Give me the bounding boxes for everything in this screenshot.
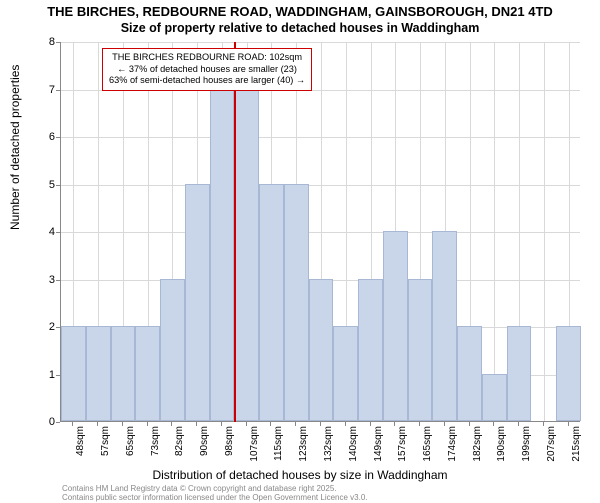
xtick-label: 73sqm (150, 426, 161, 466)
histogram-bar (234, 89, 259, 422)
histogram-bar (556, 326, 581, 421)
xtick-mark (394, 422, 395, 426)
xtick-mark (345, 422, 346, 426)
xtick-label: 115sqm (273, 426, 284, 466)
histogram-bar (210, 89, 235, 422)
xtick-mark (246, 422, 247, 426)
xtick-label: 65sqm (125, 426, 136, 466)
x-axis-label: Distribution of detached houses by size … (0, 468, 600, 482)
xtick-label: 182sqm (472, 426, 483, 466)
chart-title-line2: Size of property relative to detached ho… (0, 21, 600, 35)
plot-area (60, 42, 580, 422)
xtick-label: 149sqm (373, 426, 384, 466)
gridline-v (494, 42, 495, 421)
xtick-mark (221, 422, 222, 426)
histogram-bar (457, 326, 482, 421)
ytick-mark (56, 42, 60, 43)
xtick-mark (270, 422, 271, 426)
ytick-label: 0 (25, 416, 55, 428)
xtick-mark (493, 422, 494, 426)
xtick-mark (419, 422, 420, 426)
histogram-bar (259, 184, 284, 422)
ytick-label: 5 (25, 179, 55, 191)
xtick-mark (320, 422, 321, 426)
y-axis-label: Number of detached properties (8, 65, 22, 230)
histogram-bar (507, 326, 532, 421)
xtick-mark (518, 422, 519, 426)
ytick-label: 2 (25, 321, 55, 333)
xtick-mark (469, 422, 470, 426)
xtick-label: 207sqm (546, 426, 557, 466)
histogram-bar (135, 326, 160, 421)
ytick-mark (56, 137, 60, 138)
ytick-label: 4 (25, 226, 55, 238)
histogram-bar (160, 279, 185, 422)
xtick-label: 157sqm (397, 426, 408, 466)
xtick-label: 107sqm (249, 426, 260, 466)
xtick-mark (295, 422, 296, 426)
annotation-line1: THE BIRCHES REDBOURNE ROAD: 102sqm (109, 52, 305, 64)
marker-line (234, 42, 236, 422)
histogram-bar (284, 184, 309, 422)
xtick-mark (196, 422, 197, 426)
xtick-mark (543, 422, 544, 426)
histogram-bar (482, 374, 507, 422)
ytick-label: 1 (25, 369, 55, 381)
xtick-label: 215sqm (571, 426, 582, 466)
xtick-mark (147, 422, 148, 426)
ytick-mark (56, 90, 60, 91)
xtick-mark (171, 422, 172, 426)
ytick-label: 3 (25, 274, 55, 286)
ytick-label: 6 (25, 131, 55, 143)
xtick-label: 132sqm (323, 426, 334, 466)
histogram-bar (309, 279, 334, 422)
xtick-mark (370, 422, 371, 426)
xtick-label: 190sqm (496, 426, 507, 466)
chart-title-line1: THE BIRCHES, REDBOURNE ROAD, WADDINGHAM,… (0, 4, 600, 19)
xtick-label: 140sqm (348, 426, 359, 466)
ytick-label: 7 (25, 84, 55, 96)
xtick-mark (444, 422, 445, 426)
ytick-mark (56, 232, 60, 233)
histogram-bar (432, 231, 457, 421)
histogram-bar (408, 279, 433, 422)
xtick-label: 98sqm (224, 426, 235, 466)
xtick-label: 174sqm (447, 426, 458, 466)
histogram-bar (185, 184, 210, 422)
xtick-mark (568, 422, 569, 426)
histogram-bar (333, 326, 358, 421)
xtick-mark (122, 422, 123, 426)
ytick-mark (56, 185, 60, 186)
ytick-label: 8 (25, 36, 55, 48)
histogram-bar (61, 326, 86, 421)
xtick-label: 165sqm (422, 426, 433, 466)
ytick-mark (56, 375, 60, 376)
footer-line2: Contains public sector information licen… (62, 494, 368, 503)
histogram-bar (383, 231, 408, 421)
xtick-label: 57sqm (100, 426, 111, 466)
xtick-label: 82sqm (174, 426, 185, 466)
annotation-line3: 63% of semi-detached houses are larger (… (109, 75, 305, 87)
xtick-mark (97, 422, 98, 426)
histogram-bar (86, 326, 111, 421)
ytick-mark (56, 280, 60, 281)
gridline-v (544, 42, 545, 421)
xtick-label: 90sqm (199, 426, 210, 466)
annotation-box: THE BIRCHES REDBOURNE ROAD: 102sqm← 37% … (102, 48, 312, 91)
xtick-label: 48sqm (75, 426, 86, 466)
xtick-label: 123sqm (298, 426, 309, 466)
histogram-bar (358, 279, 383, 422)
xtick-label: 199sqm (521, 426, 532, 466)
histogram-bar (111, 326, 136, 421)
xtick-mark (72, 422, 73, 426)
ytick-mark (56, 422, 60, 423)
annotation-line2: ← 37% of detached houses are smaller (23… (109, 64, 305, 76)
ytick-mark (56, 327, 60, 328)
